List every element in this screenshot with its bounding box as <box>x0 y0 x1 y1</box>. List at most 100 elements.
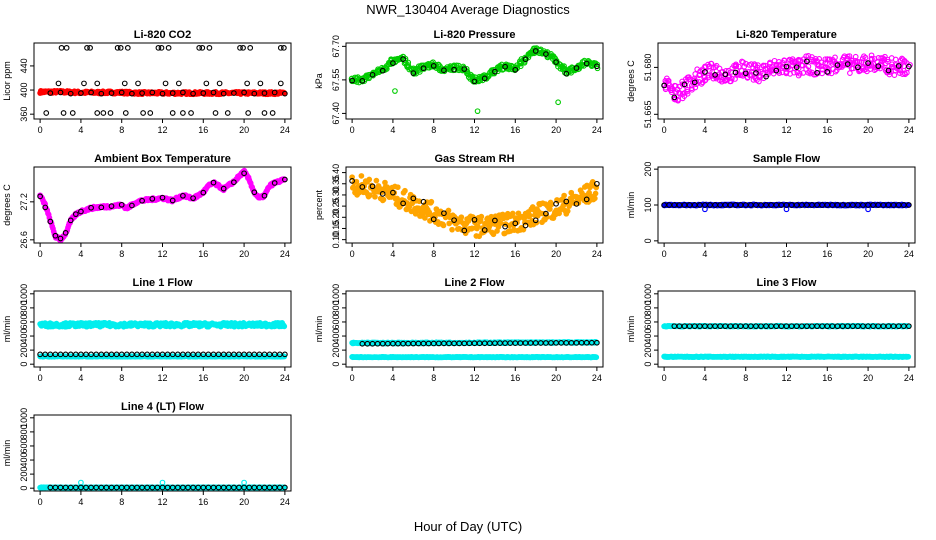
x-tick-label: 24 <box>280 125 290 135</box>
data-point <box>573 65 580 71</box>
data-point <box>122 110 129 116</box>
data-point <box>430 63 437 69</box>
data-point <box>55 80 62 87</box>
data-point <box>108 90 115 96</box>
data-point <box>445 207 452 214</box>
series-raw-low <box>661 353 912 360</box>
data-point <box>712 72 718 78</box>
data-point <box>905 353 912 360</box>
x-tick-label: 20 <box>863 249 873 259</box>
data-point <box>834 62 841 68</box>
data-point <box>783 63 790 70</box>
x-tick-label: 0 <box>38 497 43 507</box>
x-tick-label: 8 <box>119 249 124 259</box>
data-point <box>107 110 114 116</box>
x-tick-label: 16 <box>822 373 832 383</box>
data-point <box>474 223 481 230</box>
data-point <box>281 44 287 51</box>
chart-frame <box>345 42 604 120</box>
chart-points <box>349 173 600 240</box>
chart-frame <box>657 166 916 244</box>
data-point <box>271 180 278 186</box>
data-point <box>692 84 699 91</box>
y-tick-label: 51.665 <box>643 101 653 129</box>
data-point <box>451 66 457 73</box>
y-tick-label: 0.20 <box>331 209 341 227</box>
data-point <box>856 59 863 65</box>
data-point <box>743 60 749 67</box>
data-point <box>98 90 105 97</box>
data-point <box>63 44 70 51</box>
data-point <box>98 204 105 211</box>
data-point <box>449 226 455 233</box>
data-point <box>722 71 729 78</box>
data-point <box>372 193 378 200</box>
data-point <box>474 108 481 115</box>
data-point <box>502 63 508 70</box>
data-point <box>88 89 94 96</box>
x-tick-label: 8 <box>119 373 124 383</box>
data-point <box>94 110 101 116</box>
data-point <box>149 89 156 96</box>
chart-ylabel: degrees C <box>2 184 12 226</box>
chart-points <box>349 338 600 361</box>
data-point <box>271 89 278 96</box>
data-point <box>497 220 504 226</box>
y-tick-label: 800 <box>19 424 29 439</box>
x-tick-label: 16 <box>510 373 520 383</box>
data-point <box>52 232 59 239</box>
y-tick-label: 600 <box>19 314 29 329</box>
data-point <box>420 65 427 72</box>
y-tick-label: 1000 <box>19 284 29 304</box>
x-tick-label: 8 <box>431 373 436 383</box>
data-point <box>47 218 54 225</box>
series-avg <box>661 202 912 208</box>
data-point <box>394 184 401 191</box>
y-tick-label: 1000 <box>331 284 341 304</box>
data-point <box>369 183 376 190</box>
data-point <box>180 89 186 96</box>
data-point <box>583 60 590 67</box>
chart-ylabel: ml/min <box>2 316 12 343</box>
data-point <box>745 68 752 75</box>
data-point <box>832 68 839 75</box>
data-point <box>190 195 196 202</box>
data-point <box>359 184 366 190</box>
data-point <box>553 59 559 65</box>
data-point <box>60 110 67 116</box>
data-point <box>753 70 759 76</box>
data-point <box>713 62 720 69</box>
data-point <box>169 90 176 96</box>
x-tick-label: 0 <box>350 125 355 135</box>
data-point <box>390 189 396 196</box>
data-point <box>906 202 912 208</box>
x-tick-label: 4 <box>702 249 707 259</box>
data-point <box>231 90 237 96</box>
data-point <box>868 55 875 62</box>
data-point <box>763 73 769 80</box>
y-tick-label: 67.55 <box>331 69 341 92</box>
chart-points <box>661 52 913 104</box>
data-point <box>527 212 533 219</box>
data-point <box>691 79 698 86</box>
data-point <box>159 194 166 201</box>
data-point <box>796 70 803 77</box>
data-point <box>58 44 65 51</box>
y-tick-label: 0.15 <box>331 220 341 238</box>
data-point <box>481 227 488 233</box>
x-tick-label: 20 <box>551 249 561 259</box>
x-tick-label: 12 <box>781 373 791 383</box>
data-point <box>422 215 428 221</box>
data-point <box>543 210 549 217</box>
data-point <box>114 44 121 51</box>
data-point <box>190 90 196 97</box>
data-point <box>367 192 373 199</box>
chart-frame <box>657 290 916 368</box>
x-tick-label: 8 <box>743 249 748 259</box>
x-tick-label: 24 <box>280 249 290 259</box>
